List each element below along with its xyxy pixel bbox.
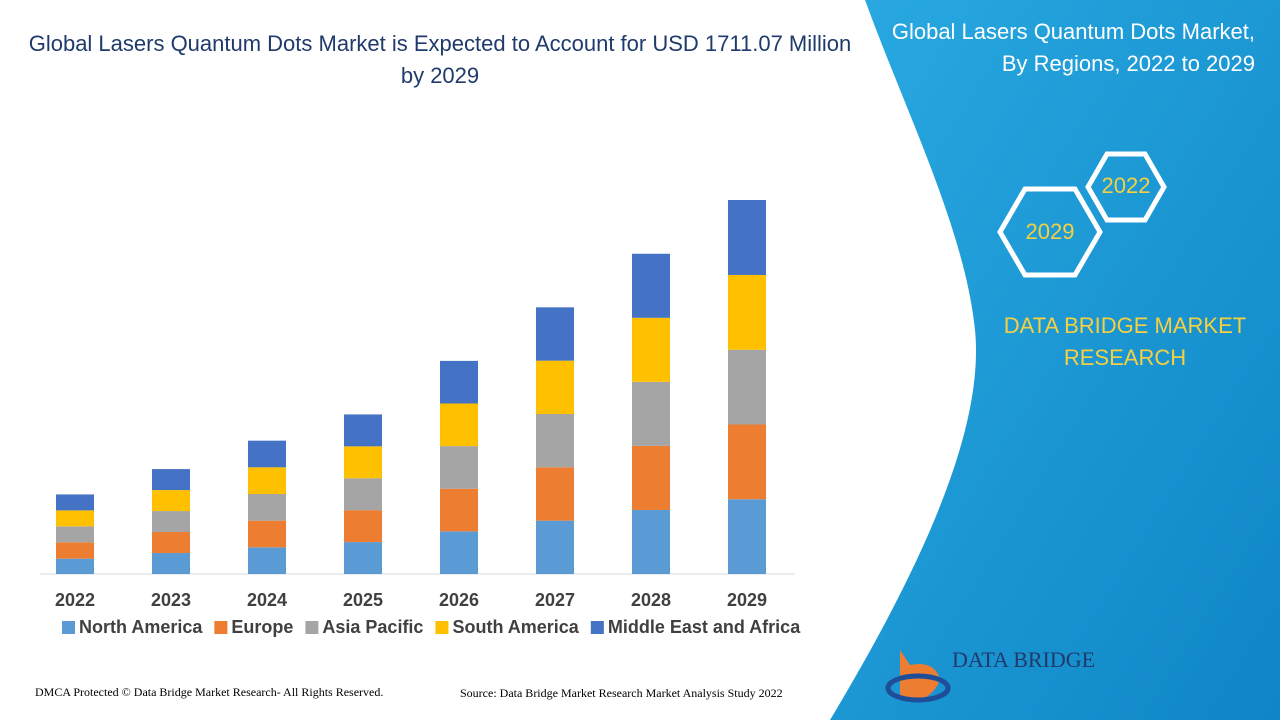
bar-segment (632, 509, 670, 574)
bar-segment (152, 511, 190, 533)
legend-label: Europe (231, 617, 293, 637)
bar-segment (536, 307, 574, 361)
bar-segment (632, 253, 670, 318)
bar-segment (728, 200, 766, 275)
x-tick-label: 2023 (151, 590, 191, 610)
legend-label: North America (79, 617, 203, 637)
hexagon (1085, 151, 1167, 223)
bar-segment (536, 413, 574, 468)
bar-segment (728, 424, 766, 500)
brand-box: DATA BRIDGE MARKET RESEARCH (1003, 313, 1247, 370)
logo-ring (885, 673, 951, 703)
footer-left: DMCA Protected © Data Bridge Market Rese… (35, 685, 383, 699)
legend-swatch (214, 621, 228, 634)
panel-title-box: Global Lasers Quantum Dots Market, By Re… (891, 19, 1255, 76)
bar-segment (632, 317, 670, 382)
hex-label: 2022 (1102, 173, 1151, 198)
bar-segment (56, 526, 94, 543)
legend-swatch (590, 621, 604, 634)
bar-segment (632, 381, 670, 446)
bar-segment (152, 490, 190, 512)
legend-swatch (435, 621, 449, 634)
bar-segment (728, 274, 766, 350)
bar-segment (152, 469, 190, 491)
bar-segment (56, 510, 94, 527)
bar-segment (536, 520, 574, 574)
panel-title: Global Lasers Quantum Dots Market, By Re… (891, 19, 1255, 76)
x-tick-label: 2029 (727, 590, 767, 610)
bar-segment (440, 488, 478, 532)
bar-segment (248, 467, 286, 494)
chart-title: Global Lasers Quantum Dots Market is Exp… (28, 31, 852, 88)
title-box: Global Lasers Quantum Dots Market is Exp… (28, 31, 852, 88)
footer-right: Source: Data Bridge Market Research Mark… (460, 686, 783, 700)
hex-label: 2029 (1026, 219, 1075, 244)
bar-segment (248, 440, 286, 468)
bar-segment (344, 542, 382, 574)
legend-swatch (305, 621, 319, 634)
x-tick-label: 2028 (631, 590, 671, 610)
bar-segment (536, 467, 574, 521)
bar-segment (56, 494, 94, 511)
bar-segment (344, 414, 382, 447)
bar-segment (536, 360, 574, 414)
brand: DATA BRIDGE MARKET RESEARCH (1003, 313, 1247, 370)
bar-segment (152, 553, 190, 574)
logo-text: DATA BRIDGE (952, 647, 1095, 672)
x-tick-label: 2022 (55, 590, 95, 610)
bar-segment (344, 446, 382, 479)
bar-segment (728, 349, 766, 425)
plot: 2022 2023 2024 2025 2026 2027 2028 2029 North Am… (55, 200, 801, 637)
bar-segment (440, 360, 478, 404)
bar-segment (440, 403, 478, 447)
bar-segment (728, 499, 766, 574)
bar-segment (152, 532, 190, 554)
x-tick-label: 2027 (535, 590, 575, 610)
bar-segment (344, 478, 382, 511)
bar-segment (56, 558, 94, 574)
bar-segment (440, 531, 478, 574)
x-tick-label: 2024 (247, 590, 287, 610)
bar-segment (248, 547, 286, 574)
bar-segment (632, 445, 670, 510)
x-tick-label: 2026 (439, 590, 479, 610)
bar-segment (440, 446, 478, 489)
bar-segment (248, 493, 286, 521)
x-tick-label: 2025 (343, 590, 383, 610)
side-panel (830, 0, 1280, 720)
legend-label: Middle East and Africa (608, 617, 801, 637)
legend-label: South America (452, 617, 579, 637)
legend-label: Asia Pacific (322, 617, 423, 637)
bar-segment (56, 542, 94, 559)
hexagon (997, 186, 1103, 278)
legend-swatch (62, 621, 75, 634)
bar-segment (344, 510, 382, 543)
bar-segment (248, 520, 286, 548)
